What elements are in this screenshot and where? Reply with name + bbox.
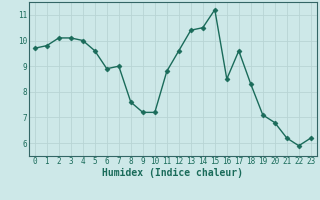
X-axis label: Humidex (Indice chaleur): Humidex (Indice chaleur) (102, 168, 243, 178)
